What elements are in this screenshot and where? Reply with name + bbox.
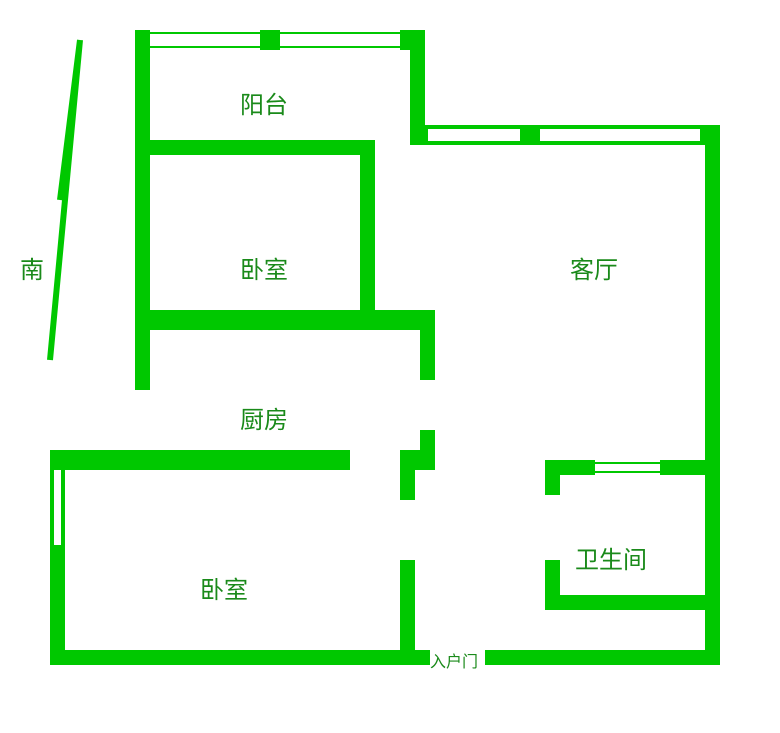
wall-bedroom2-right-top bbox=[400, 450, 415, 500]
label-balcony: 阳台 bbox=[240, 85, 288, 120]
wall-outer-right-v bbox=[705, 125, 720, 665]
label-bedroom1: 卧室 bbox=[240, 250, 288, 285]
wall-kitchen-right-v-bot bbox=[420, 430, 435, 470]
window-win-top-2 bbox=[280, 32, 400, 48]
wall-kitchen-left-v bbox=[135, 340, 150, 390]
label-living: 客厅 bbox=[570, 250, 618, 285]
wall-outer-left-upper bbox=[135, 30, 150, 350]
wall-outer-bottom-r bbox=[485, 650, 720, 665]
wall-bedroom1-right-v bbox=[360, 140, 375, 320]
floorplan-canvas: 南 阳台 卧室 客厅 厨房 卧室 卫生间 入户门 bbox=[0, 0, 780, 733]
wall-bath-left-top bbox=[545, 460, 560, 495]
window-win-bath bbox=[595, 462, 660, 473]
wall-bath-bottom bbox=[545, 595, 715, 610]
window-win-right-ext2 bbox=[540, 127, 700, 143]
wall-bedroom2-right-bot bbox=[400, 560, 415, 660]
window-win-left-lower bbox=[52, 470, 63, 545]
wall-bath-top-r bbox=[660, 460, 715, 475]
wall-outer-bottom-l bbox=[50, 650, 430, 665]
window-win-top-1 bbox=[150, 32, 260, 48]
wall-balcony-bottom bbox=[135, 140, 370, 155]
window-win-right-ext1 bbox=[428, 127, 520, 143]
wall-bedroom1-bottom bbox=[135, 310, 435, 330]
label-entry-door: 入户门 bbox=[430, 648, 478, 672]
wall-bath-left-bot bbox=[545, 560, 560, 600]
wall-kitchen-bottom-l bbox=[50, 450, 350, 470]
compass bbox=[0, 0, 120, 405]
label-bedroom2: 卧室 bbox=[200, 570, 248, 605]
wall-outer-top-mid bbox=[260, 30, 280, 50]
wall-outer-right-top-v bbox=[410, 30, 425, 140]
wall-upper-right-ext-gap1 bbox=[520, 125, 540, 145]
compass-arrow-icon bbox=[0, 0, 120, 400]
wall-kitchen-right-v-top bbox=[420, 310, 435, 380]
label-bathroom: 卫生间 bbox=[575, 540, 647, 575]
label-kitchen: 厨房 bbox=[240, 400, 288, 435]
compass-label: 南 bbox=[20, 250, 44, 285]
